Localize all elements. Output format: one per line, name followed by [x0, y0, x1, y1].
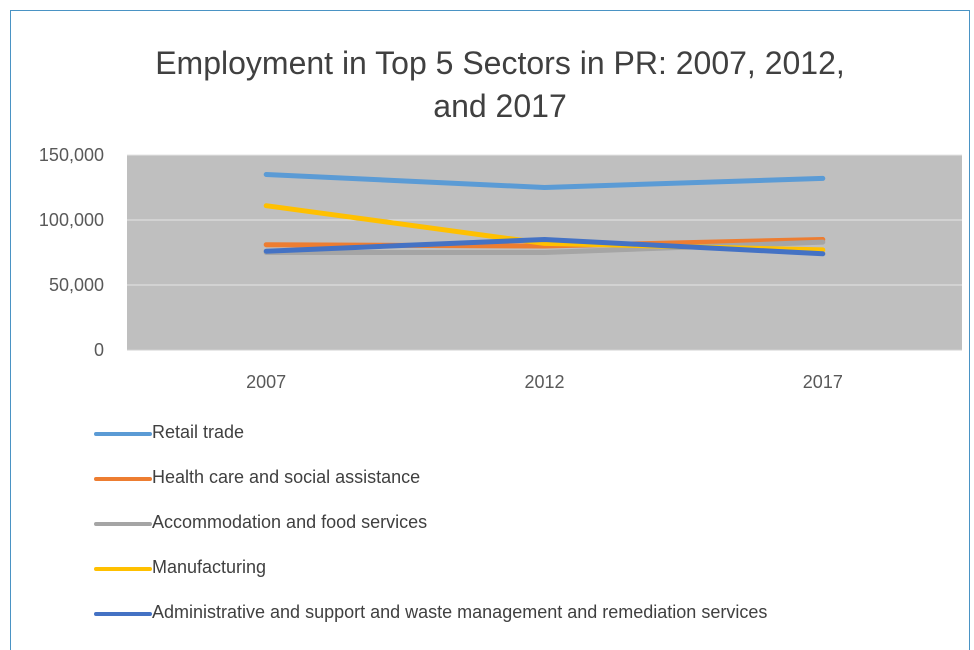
y-tick-label: 0	[94, 340, 104, 360]
legend-label: Accommodation and food services	[152, 512, 428, 532]
legend-swatch	[94, 522, 152, 526]
legend-swatch	[94, 432, 152, 436]
x-tick-label: 2012	[524, 372, 564, 392]
x-tick-label: 2007	[246, 372, 286, 392]
legend-label: Health care and social assistance	[152, 467, 421, 487]
legend-swatch	[94, 567, 152, 571]
legend-label: Retail trade	[152, 422, 245, 442]
y-tick-label: 50,000	[49, 275, 104, 295]
y-tick-label: 100,000	[39, 210, 104, 230]
y-tick-label: 150,000	[39, 145, 104, 165]
x-tick-label: 2017	[803, 372, 843, 392]
legend-label: Administrative and support and waste man…	[152, 602, 768, 622]
legend-swatch	[94, 612, 152, 616]
series-line	[263, 172, 826, 190]
legend-label: Manufacturing	[152, 557, 267, 577]
series-line	[263, 237, 826, 257]
chart-title-line-2: and 2017	[433, 88, 567, 124]
legend-swatch	[94, 477, 152, 481]
chart-title-line-1: Employment in Top 5 Sectors in PR: 2007,…	[155, 45, 845, 81]
